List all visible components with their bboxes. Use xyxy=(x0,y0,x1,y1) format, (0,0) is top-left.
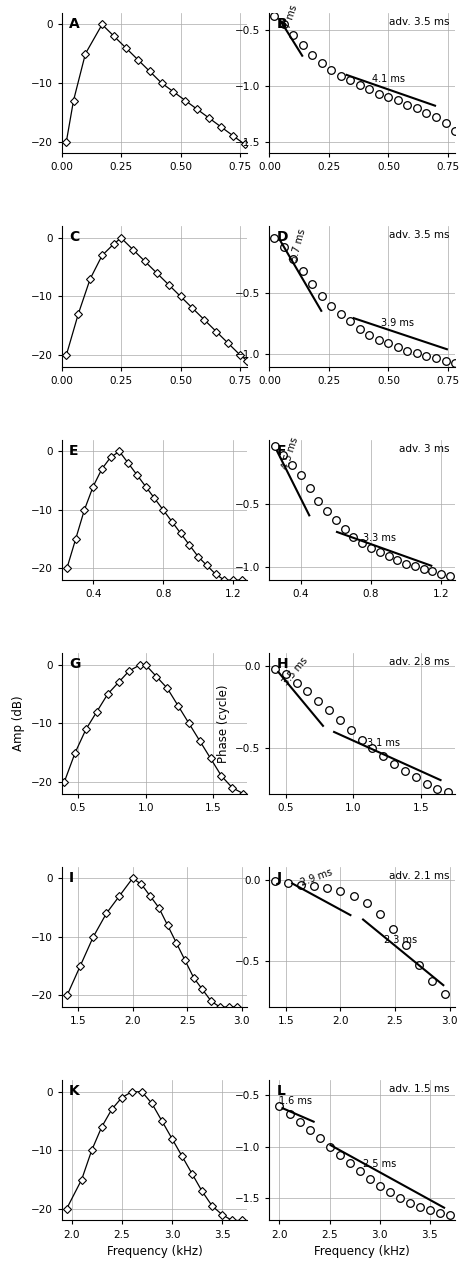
Text: 2.9 ms: 2.9 ms xyxy=(299,866,334,888)
Text: 4.5 ms: 4.5 ms xyxy=(281,436,301,470)
Text: I: I xyxy=(69,870,74,884)
Text: 7 ms: 7 ms xyxy=(283,4,300,29)
Text: B: B xyxy=(277,17,288,31)
Text: 3.9 ms: 3.9 ms xyxy=(382,318,414,327)
X-axis label: Frequency (kHz): Frequency (kHz) xyxy=(314,1245,410,1258)
Text: A: A xyxy=(69,17,80,31)
Text: 2.5 ms: 2.5 ms xyxy=(363,1159,396,1169)
Text: 1.6 ms: 1.6 ms xyxy=(279,1095,312,1105)
Text: adv. 3.5 ms: adv. 3.5 ms xyxy=(389,17,449,27)
Text: F: F xyxy=(277,443,286,458)
X-axis label: Frequency (kHz): Frequency (kHz) xyxy=(107,1245,202,1258)
Text: L: L xyxy=(277,1084,286,1098)
Text: 3.3 ms: 3.3 ms xyxy=(363,533,396,543)
Text: J: J xyxy=(277,870,282,884)
Y-axis label: Phase (cycle): Phase (cycle) xyxy=(217,684,229,763)
Text: 3.5 ms: 3.5 ms xyxy=(281,656,310,688)
Text: adv. 3.5 ms: adv. 3.5 ms xyxy=(389,230,449,240)
Text: 5.7 ms: 5.7 ms xyxy=(289,229,307,263)
Text: 2.3 ms: 2.3 ms xyxy=(384,935,417,944)
Text: C: C xyxy=(69,230,79,244)
Text: 3.1 ms: 3.1 ms xyxy=(367,737,400,748)
Text: adv. 2.8 ms: adv. 2.8 ms xyxy=(389,657,449,667)
Text: E: E xyxy=(69,443,79,458)
Text: adv. 2.1 ms: adv. 2.1 ms xyxy=(389,870,449,881)
Text: 4.1 ms: 4.1 ms xyxy=(372,74,405,83)
Text: adv. 3 ms: adv. 3 ms xyxy=(399,443,449,454)
Text: H: H xyxy=(277,657,289,671)
Text: K: K xyxy=(69,1084,80,1098)
Y-axis label: Amp (dB): Amp (dB) xyxy=(12,695,25,751)
Text: G: G xyxy=(69,657,81,671)
Text: adv. 1.5 ms: adv. 1.5 ms xyxy=(389,1084,449,1094)
Text: D: D xyxy=(277,230,288,244)
